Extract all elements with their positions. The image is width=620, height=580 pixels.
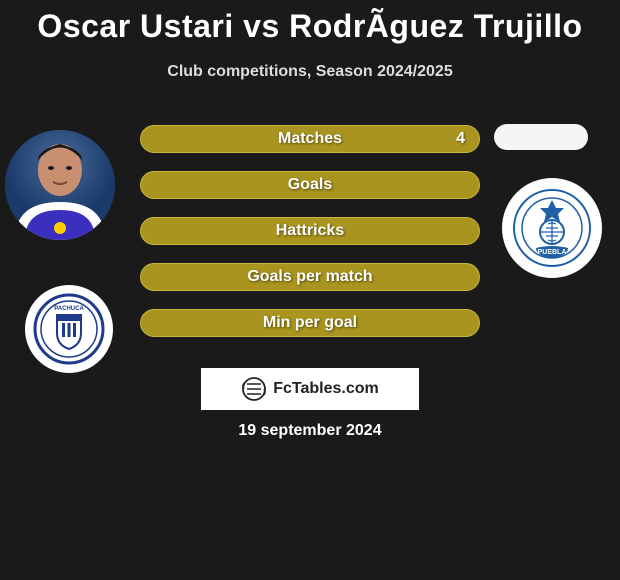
stat-value-right: 4 [456, 130, 465, 148]
page-title: Oscar Ustari vs RodrÃ­guez Trujillo [0, 0, 620, 45]
player-silhouette-icon [5, 130, 115, 240]
stat-matches: Matches 4 [140, 125, 480, 153]
puebla-badge-icon: PUEBLA [510, 186, 594, 270]
brand-text: FcTables.com [273, 380, 379, 398]
stat-goals-per-match: Goals per match [140, 263, 480, 291]
svg-text:PACHUCA: PACHUCA [54, 306, 84, 312]
fctables-logo-icon [241, 376, 267, 402]
stat-goals: Goals [140, 171, 480, 199]
svg-text:PUEBLA: PUEBLA [538, 249, 567, 256]
stat-hattricks: Hattricks [140, 217, 480, 245]
stat-label: Goals per match [247, 268, 372, 286]
player-right-empty-pill [494, 124, 588, 150]
club-left-badge: PACHUCA [25, 285, 113, 373]
stat-label: Goals [288, 176, 332, 194]
player-left-photo [5, 130, 115, 240]
pachuca-badge-icon: PACHUCA [33, 293, 105, 365]
stat-label: Matches [278, 130, 342, 148]
club-right-badge: PUEBLA [502, 178, 602, 278]
stat-label: Min per goal [263, 314, 357, 332]
date-label: 19 september 2024 [0, 422, 620, 440]
season-subtitle: Club competitions, Season 2024/2025 [0, 63, 620, 81]
stat-min-per-goal: Min per goal [140, 309, 480, 337]
brand-attribution: FcTables.com [201, 368, 419, 410]
stat-label: Hattricks [276, 222, 344, 240]
stats-column: Matches 4 Goals Hattricks Goals per matc… [140, 125, 480, 337]
